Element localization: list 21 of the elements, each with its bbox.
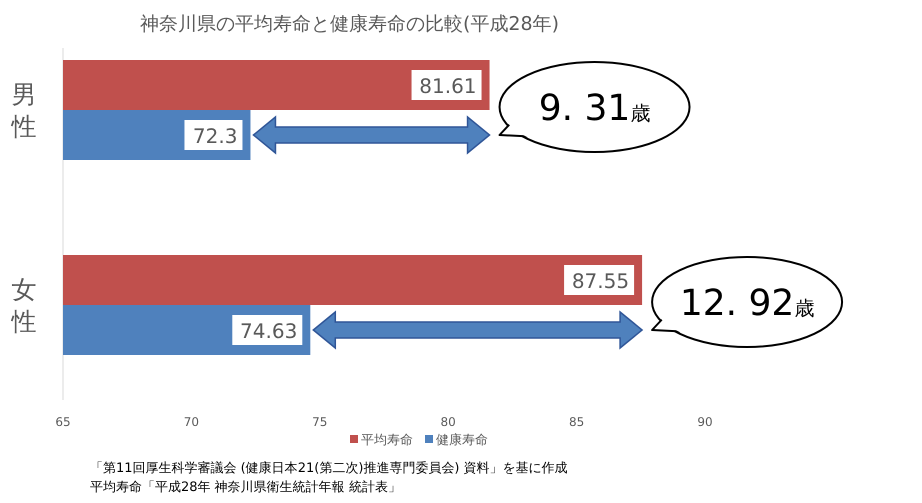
y-tick-label: 男性 xyxy=(10,80,36,141)
annotation: 9. 31歳 xyxy=(538,88,650,129)
chart-title: 神奈川県の平均寿命と健康寿命の比較(平成28年) xyxy=(140,13,560,35)
data-label: 72.3 xyxy=(192,124,238,148)
x-tick-label: 65 xyxy=(55,415,71,429)
data-label: 74.63 xyxy=(240,319,298,343)
x-tick-label: 80 xyxy=(440,415,456,429)
x-tick-label: 90 xyxy=(697,415,713,429)
legend-label: 健康寿命 xyxy=(436,433,488,448)
legend-item: 健康寿命 xyxy=(425,433,488,448)
text: 平均寿命「平成28年 神奈川県衛生統計年報 統計表」 xyxy=(90,480,401,495)
annotation: 12. 92歳 xyxy=(680,283,814,324)
data-label: 87.55 xyxy=(572,269,630,293)
y-tick-label: 女性 xyxy=(10,275,36,336)
x-tick-label: 75 xyxy=(312,415,328,429)
x-tick-label: 70 xyxy=(184,415,200,429)
x-tick-label: 85 xyxy=(568,415,584,429)
legend-label: 平均寿命 xyxy=(361,433,413,448)
text: 「第11回厚生科学審議会 (健康日本21(第二次)推進専門委員会) 資料」を基に作成 xyxy=(90,460,568,476)
data-label: 81.61 xyxy=(419,74,477,98)
legend-item: 平均寿命 xyxy=(350,433,413,448)
